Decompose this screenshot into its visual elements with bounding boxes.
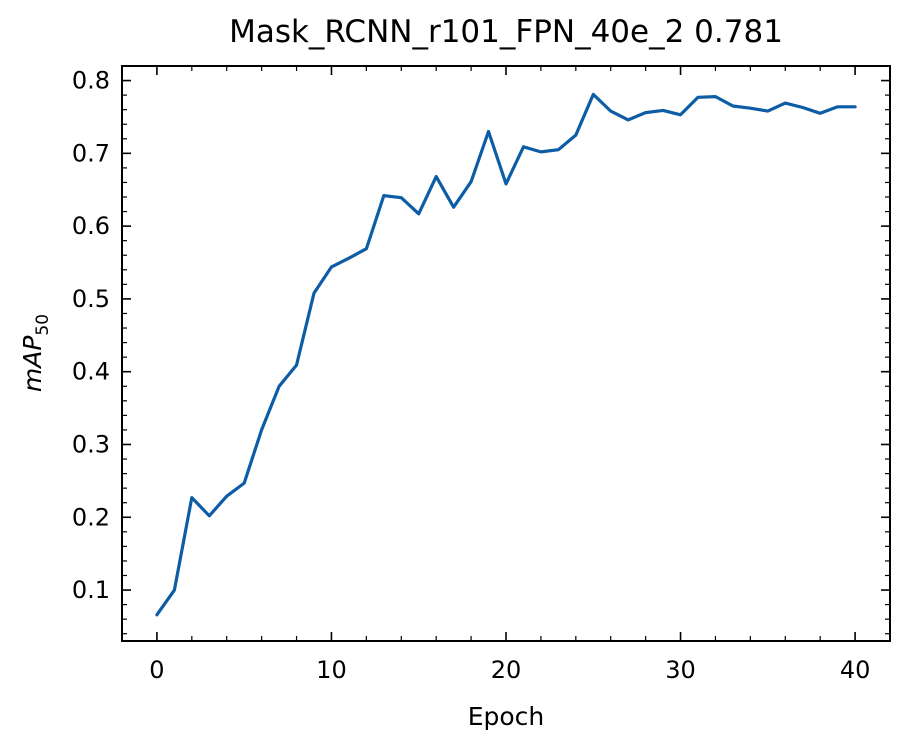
x-tick-label: 0 xyxy=(149,656,164,684)
y-tick-label: 0.7 xyxy=(72,139,110,167)
x-tick-label: 40 xyxy=(840,656,871,684)
x-tick-label: 20 xyxy=(491,656,522,684)
plot-area xyxy=(121,65,891,642)
y-tick-labels: 0.1 0.2 0.3 0.4 0.5 0.6 0.7 0.8 xyxy=(72,67,110,604)
y-tick-label: 0.5 xyxy=(72,285,110,313)
minor-ticks xyxy=(121,66,891,641)
x-axis-label: Epoch xyxy=(468,702,545,731)
y-axis-label-main: mAP xyxy=(18,335,47,392)
series-layer xyxy=(155,92,857,617)
chart-title: Mask_RCNN_r101_FPN_40e_2 0.781 xyxy=(229,14,783,50)
y-tick-label: 0.8 xyxy=(72,67,110,95)
x-tick-labels: 0 10 20 30 40 xyxy=(149,656,870,684)
x-tick-label: 30 xyxy=(665,656,696,684)
y-tick-label: 0.4 xyxy=(72,358,110,386)
y-axis-label: mAP50 xyxy=(18,314,53,392)
major-ticks xyxy=(122,66,890,641)
x-tick-label: 10 xyxy=(316,656,347,684)
y-tick-label: 0.3 xyxy=(72,430,110,458)
series-line xyxy=(155,92,857,617)
axes-frame xyxy=(121,65,891,642)
y-tick-label: 0.1 xyxy=(72,576,110,604)
y-tick-label: 0.2 xyxy=(72,503,110,531)
y-tick-label: 0.6 xyxy=(72,212,110,240)
y-axis-label-subscript: 50 xyxy=(33,314,53,336)
